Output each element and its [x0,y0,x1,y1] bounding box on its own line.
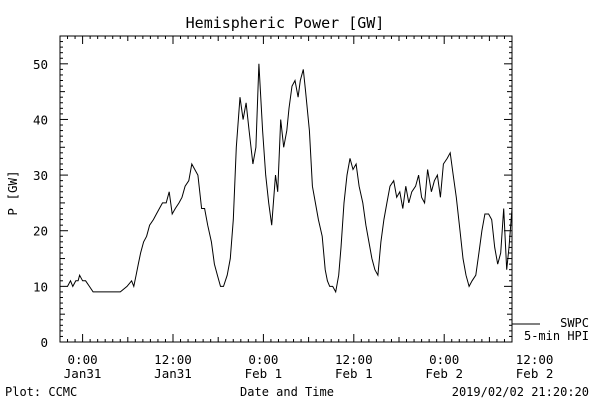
legend-label-line2: 5-min HPI [524,329,589,343]
plot-border [59,35,513,343]
series-line-hpi [67,63,513,294]
x-tick-label-date: Jan31 [64,366,102,381]
x-tick-label-time: 0:00 [429,352,459,367]
x-tick-label-date: Feb 2 [425,366,463,381]
y-tick-label: 20 [33,224,48,239]
legend-label-line1: SWPC [560,316,589,330]
x-tick-label-date: Feb 2 [516,366,554,381]
timestamp: 2019/02/02 21:20:20 [452,385,589,399]
x-tick-label-date: Feb 1 [335,366,373,381]
x-tick-label-time: 0:00 [68,352,98,367]
legend: SWPC 5-min HPI [512,316,589,343]
y-tick-label: 50 [33,57,48,72]
series-layer [67,63,513,294]
x-tick-label-date: Jan31 [154,366,192,381]
x-tick-label-time: 12:00 [154,352,192,367]
plot-credit: Plot: CCMC [5,385,77,399]
plot-frame [59,35,513,343]
y-tick-label: 10 [33,279,48,294]
y-tick-label: 40 [33,112,48,127]
y-axis-label: P [GW] [5,170,20,215]
x-tick-label-time: 0:00 [248,352,278,367]
x-axis-label: Date and Time [240,385,334,399]
chart-title: Hemispheric Power [GW] [186,14,385,32]
x-tick-label-time: 12:00 [335,352,373,367]
x-tick-label-time: 12:00 [516,352,554,367]
y-tick-label: 0 [40,335,48,350]
y-axis: 0 10 20 30 40 50 [33,35,512,350]
y-tick-label: 30 [33,168,48,183]
x-tick-label-date: Feb 1 [245,366,283,381]
